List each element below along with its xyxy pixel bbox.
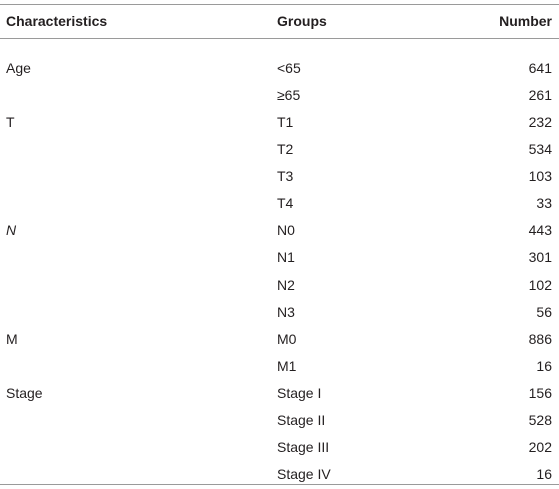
number-cell: 534 (528, 141, 552, 158)
header-cell: Number (499, 13, 552, 29)
number-cell: 261 (528, 87, 552, 104)
group-cell: N1 (277, 249, 295, 266)
group-cell: ≥65 (277, 87, 301, 104)
group-cell: T1 (277, 114, 294, 131)
group-cell: T4 (277, 195, 294, 212)
number-cell: 103 (528, 168, 552, 185)
number-cell: 16 (536, 466, 552, 483)
group-cell: Stage I (277, 384, 322, 401)
number-cell: 202 (528, 438, 552, 455)
group-cell: N0 (277, 222, 295, 239)
group-cell: <65 (277, 60, 301, 76)
characteristic-cell: N (6, 222, 17, 239)
group-cell: T2 (277, 141, 294, 158)
number-cell: 641 (528, 60, 552, 76)
group-cell: N2 (277, 276, 295, 293)
number-cell: 886 (528, 330, 552, 347)
group-cell: M1 (277, 357, 297, 374)
bottom-rule (0, 484, 559, 485)
number-cell: 232 (528, 114, 552, 131)
number-cell: 156 (528, 384, 552, 401)
number-cell: 33 (536, 195, 552, 212)
number-cell: 443 (528, 222, 552, 239)
group-cell: N3 (277, 303, 295, 320)
characteristic-cell: Stage (6, 384, 43, 401)
group-cell: Stage III (277, 438, 330, 455)
group-cell: Stage II (277, 411, 326, 428)
header-rule (0, 38, 559, 39)
number-cell: 301 (528, 249, 552, 266)
number-cell: 16 (536, 357, 552, 374)
number-cell: 528 (528, 411, 552, 428)
top-rule (0, 4, 559, 5)
number-cell: 56 (536, 303, 552, 320)
header-cell: Characteristics (6, 13, 108, 29)
characteristic-cell: M (6, 330, 18, 347)
characteristic-cell: Age (6, 60, 31, 76)
group-cell: T3 (277, 168, 294, 185)
group-cell: Stage IV (277, 466, 331, 483)
group-cell: M0 (277, 330, 297, 347)
header-cell: Groups (277, 13, 327, 29)
characteristic-cell: T (6, 114, 15, 131)
number-cell: 102 (528, 276, 552, 293)
